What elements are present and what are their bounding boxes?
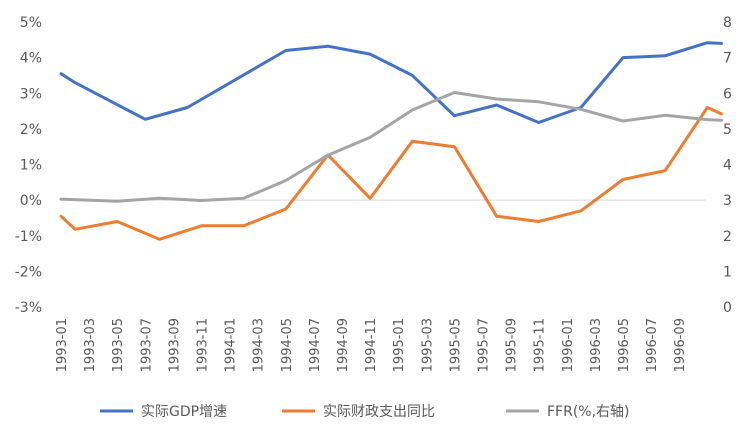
x-tick-label: 1996-09: [673, 318, 688, 372]
y-left-tick-label: 0%: [20, 193, 42, 209]
x-tick-label: 1996-03: [589, 318, 604, 372]
x-tick-label: 1993-07: [139, 318, 154, 372]
x-tick-label: 1996-07: [645, 318, 660, 372]
series-lines: [59, 41, 723, 241]
y-left-tick-label: 2%: [20, 122, 42, 138]
x-tick-label: 1995-09: [505, 318, 520, 372]
series-line-1: [59, 41, 723, 124]
series-line-3: [59, 91, 723, 203]
x-tick-label: 1994-05: [280, 318, 295, 372]
y-right-tick-label: 7: [723, 51, 732, 67]
x-tick-label: 1995-05: [448, 318, 463, 372]
y-left-tick-label: 1%: [20, 158, 42, 174]
y-right-tick-label: 4: [723, 158, 732, 174]
x-tick-label: 1995-03: [420, 318, 435, 372]
y-left-tick-label: 5%: [20, 15, 42, 31]
x-tick-label: 1996-05: [617, 318, 632, 372]
x-tick-label: 1994-07: [308, 318, 323, 372]
axes: -3% -2% -1% 0% 1% 2% 3% 4% 5% 0 1 2 3 4 5 6 7 8 1993-01 199…: [15, 15, 732, 372]
x-tick-label: 1994-11: [364, 318, 379, 372]
x-tick-label: 1994-01: [224, 318, 239, 372]
legend-label-2: 实际财政支出同比: [323, 404, 435, 420]
x-tick-label: 1995-01: [392, 318, 407, 372]
x-tick-label: 1994-09: [336, 318, 351, 372]
y-right-tick-label: 1: [723, 264, 732, 280]
x-tick-label: 1994-03: [252, 318, 267, 372]
legend: 实际GDP增速 实际财政支出同比 FFR(%,右轴): [100, 404, 630, 420]
x-tick-label: 1995-11: [533, 318, 548, 372]
x-tick-label: 1993-01: [55, 318, 70, 372]
x-tick-label: 1996-01: [561, 318, 576, 372]
y-left-tick-label: 3%: [20, 86, 42, 102]
legend-label-1: 实际GDP增速: [141, 404, 227, 420]
y-left-tick-label: -3%: [15, 300, 42, 316]
y-right-tick-label: 6: [723, 86, 732, 102]
y-right-tick-label: 5: [723, 122, 732, 138]
series-line-2: [59, 106, 723, 241]
y-left-tick-label: -1%: [15, 229, 42, 245]
x-tick-label: 1993-03: [83, 318, 98, 372]
x-tick-label: 1995-07: [477, 318, 492, 372]
y-right-tick-label: 2: [723, 229, 732, 245]
y-right-tick-label: 3: [723, 193, 732, 209]
x-tick-label: 1993-05: [111, 318, 126, 372]
y-right-tick-label: 0: [723, 300, 732, 316]
legend-label-3: FFR(%,右轴): [547, 404, 630, 420]
x-tick-label: 1993-09: [167, 318, 182, 372]
x-tick-label: 1993-11: [196, 318, 211, 372]
y-left-tick-label: 4%: [20, 51, 42, 67]
y-left-tick-label: -2%: [15, 264, 42, 280]
y-right-tick-label: 8: [723, 15, 732, 31]
